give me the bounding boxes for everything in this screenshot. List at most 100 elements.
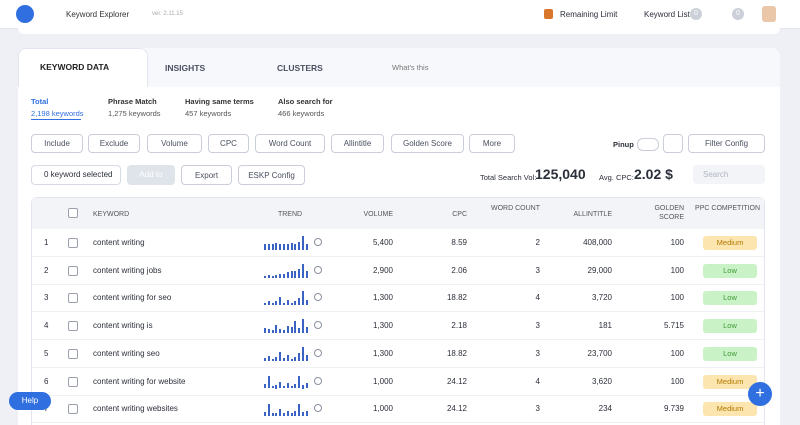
version: ver. 2.11.15 xyxy=(152,11,183,17)
tab[interactable]: INSIGHTS xyxy=(165,63,206,73)
rank: 3 xyxy=(44,293,49,303)
trend-bar xyxy=(275,274,278,278)
trend-search[interactable] xyxy=(314,376,322,385)
search-box[interactable]: Search xyxy=(693,165,765,184)
row-checkbox[interactable] xyxy=(68,404,78,415)
trend-bar xyxy=(283,244,285,250)
row-line xyxy=(32,339,764,341)
trend-bar xyxy=(302,236,304,250)
row-checkbox[interactable] xyxy=(68,293,78,304)
eskp-config[interactable]: ESKP Config xyxy=(238,165,305,185)
subtab-title[interactable]: Total xyxy=(31,97,49,106)
tab[interactable]: CLUSTERS xyxy=(277,63,323,73)
filter-button[interactable]: Volume xyxy=(147,134,202,153)
header-checkbox[interactable] xyxy=(68,208,78,218)
trend-search[interactable] xyxy=(314,238,322,246)
row-line xyxy=(32,311,764,313)
filter-button[interactable]: Golden Score xyxy=(391,134,464,153)
row-checkbox[interactable] xyxy=(68,348,78,359)
filter-button[interactable]: CPC xyxy=(208,134,249,153)
remaining-limit[interactable]: Remaining Limit xyxy=(560,10,618,19)
subtab-title[interactable]: Also search for xyxy=(278,97,333,106)
keyword-list[interactable]: Keyword List xyxy=(644,10,690,19)
filter-button[interactable]: Word Count xyxy=(255,134,325,153)
trend-bar xyxy=(302,385,304,389)
add-fab[interactable]: + xyxy=(748,382,772,406)
trend-search[interactable] xyxy=(314,293,322,302)
filter-button[interactable]: Exclude xyxy=(88,134,140,153)
row-checkbox[interactable] xyxy=(68,238,78,248)
trend-search[interactable] xyxy=(314,321,322,330)
filter-button[interactable]: Allintitle xyxy=(331,134,384,153)
trend-bar xyxy=(279,352,282,361)
subtab-count[interactable]: 466 keywords xyxy=(278,109,325,118)
row-checkbox[interactable] xyxy=(68,265,78,276)
subtab-title[interactable]: Having same terms xyxy=(185,97,254,106)
allintitle: 3,620 xyxy=(591,376,612,386)
ppc-badge: Low xyxy=(703,291,757,306)
filter-button[interactable]: Include xyxy=(31,134,83,153)
tab[interactable]: What's this xyxy=(392,63,429,72)
export[interactable]: Export xyxy=(181,165,232,185)
trend-bar xyxy=(264,302,266,306)
trend-bar xyxy=(290,303,293,306)
table-frame xyxy=(31,197,765,425)
row-checkbox[interactable] xyxy=(68,321,78,332)
subtab-title[interactable]: Phrase Match xyxy=(108,97,157,106)
pinup-toggle[interactable] xyxy=(637,138,659,151)
keyword[interactable]: content writing xyxy=(93,238,145,247)
keyword[interactable]: content writing websites xyxy=(93,404,178,414)
keyword[interactable]: content writing seo xyxy=(93,348,160,358)
trend-bar xyxy=(283,413,285,417)
trend-bar xyxy=(267,355,270,361)
logo[interactable] xyxy=(16,5,34,23)
subtab-count[interactable]: 2,198 keywords xyxy=(31,109,84,118)
trend-bar xyxy=(290,326,293,334)
keyword[interactable]: content writing for website xyxy=(93,376,186,386)
trend-bar xyxy=(271,275,274,278)
trend-bar xyxy=(264,358,266,361)
trend-bar xyxy=(275,243,278,250)
trend-bar xyxy=(290,385,293,389)
trend-bar xyxy=(283,302,285,306)
ppc-badge: Low xyxy=(703,346,757,361)
trend-bar xyxy=(294,301,297,306)
trend-bar xyxy=(264,275,266,278)
keyword[interactable]: content writing is xyxy=(93,321,153,331)
golden: 100 xyxy=(670,348,684,358)
trend-search[interactable] xyxy=(314,348,322,357)
row-checkbox[interactable] xyxy=(68,376,78,387)
trend-bar xyxy=(298,327,301,334)
cpc-value: 2.02 $ xyxy=(634,166,673,182)
trend-bar xyxy=(279,382,282,389)
keyword[interactable]: content writing jobs xyxy=(93,265,162,275)
columns-button[interactable] xyxy=(663,134,683,153)
add-to[interactable]: Add to xyxy=(127,165,175,185)
subtab-count[interactable]: 457 keywords xyxy=(185,109,232,118)
golden: 100 xyxy=(670,265,684,275)
avatar[interactable] xyxy=(762,6,776,22)
table-header xyxy=(32,198,764,229)
trend-bar xyxy=(283,358,285,361)
filter-config[interactable]: Filter Config xyxy=(688,134,765,153)
tab[interactable]: KEYWORD DATA xyxy=(40,62,110,72)
allintitle: 29,000 xyxy=(587,265,612,275)
trend-bar xyxy=(286,410,289,417)
help-button[interactable]: Help xyxy=(9,392,51,410)
keyword[interactable]: content writing for seo xyxy=(93,293,172,303)
trend-bar xyxy=(264,327,266,334)
filter-button[interactable]: More xyxy=(469,134,515,153)
volume: 1,300 xyxy=(372,293,393,303)
trend-bar xyxy=(267,404,270,417)
trend-search[interactable] xyxy=(314,265,322,274)
trend-bar xyxy=(286,382,289,389)
row-line xyxy=(32,283,764,285)
ppc-badge: Low xyxy=(703,319,757,334)
ppc-badge: Medium xyxy=(703,402,757,417)
ppc-badge: Medium xyxy=(703,236,757,250)
subtab-count[interactable]: 1,275 keywords xyxy=(108,109,161,118)
cpc: 18.82 xyxy=(446,348,467,358)
trend-search[interactable] xyxy=(314,404,322,413)
app-name[interactable]: Keyword Explorer xyxy=(66,10,130,19)
